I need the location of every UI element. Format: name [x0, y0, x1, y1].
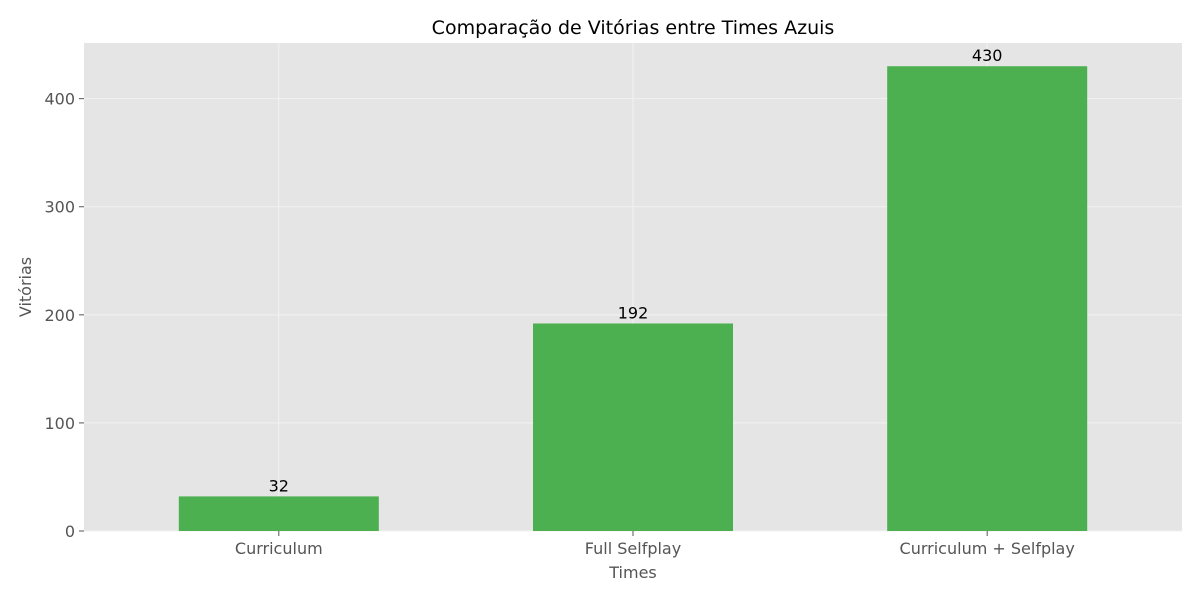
y-axis-ticks: 0 100 200 300 400 — [44, 90, 84, 541]
bar-value-label: 430 — [972, 46, 1003, 65]
y-tick-label: 400 — [44, 90, 75, 109]
bar-value-label: 32 — [269, 476, 289, 495]
bar — [887, 66, 1088, 531]
x-axis-label: Times — [608, 563, 657, 582]
x-axis-ticks: Curriculum Full Selfplay Curriculum + Self… — [235, 531, 1075, 558]
y-axis-label: Vitórias — [16, 257, 35, 317]
y-tick-label: 0 — [65, 522, 75, 541]
x-tick-label: Curriculum + Selfplay — [900, 539, 1075, 558]
x-tick-label: Curriculum — [235, 539, 323, 558]
data-labels: 32 192 430 — [269, 46, 1003, 495]
bar — [178, 496, 379, 531]
x-tick-label: Full Selfplay — [585, 539, 681, 558]
y-tick-label: 100 — [44, 414, 75, 433]
chart-title: Comparação de Vitórias entre Times Azuis — [432, 17, 835, 39]
y-tick-label: 200 — [44, 306, 75, 325]
bars — [178, 66, 1088, 531]
bar-value-label: 192 — [618, 303, 649, 322]
y-tick-label: 300 — [44, 198, 75, 217]
bar — [533, 323, 733, 531]
